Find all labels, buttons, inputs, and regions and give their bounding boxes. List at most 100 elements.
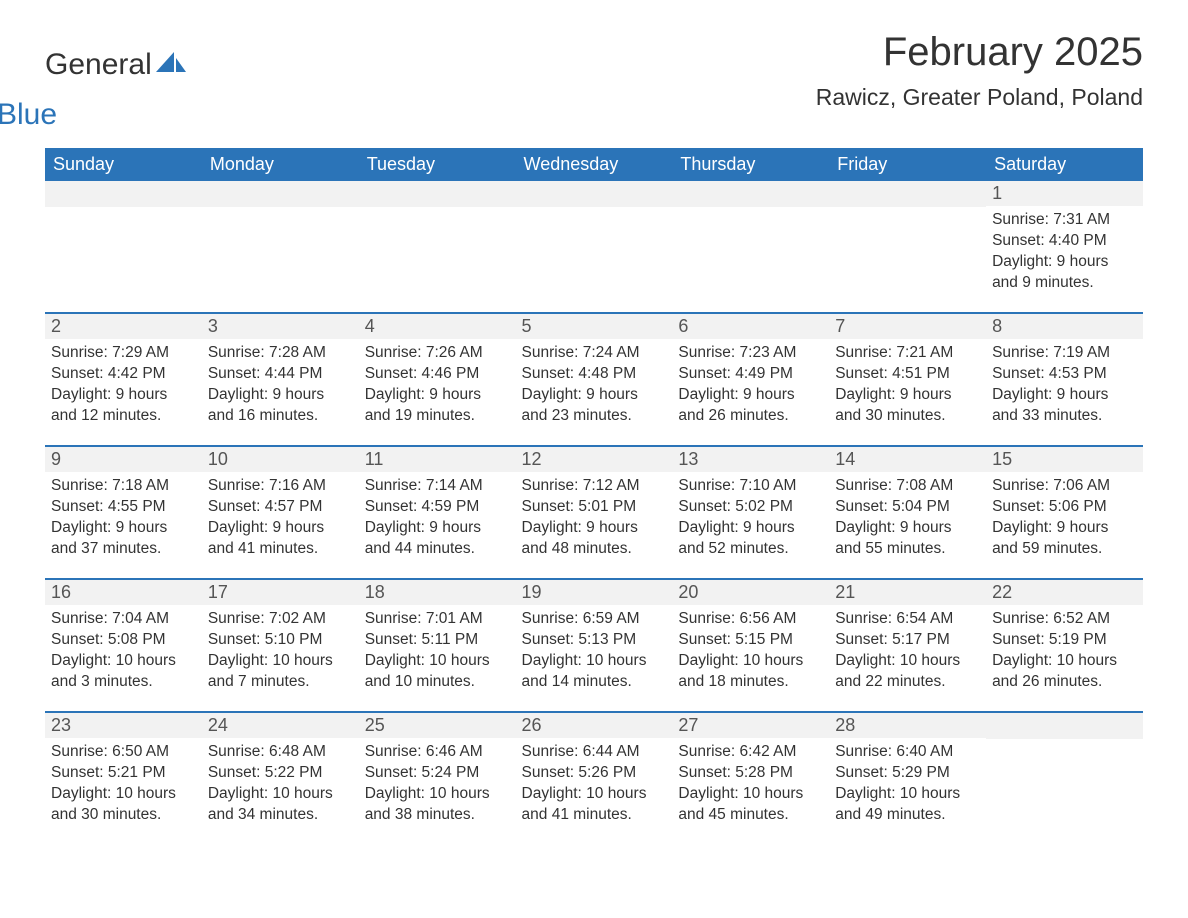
day-details: Sunrise: 6:46 AMSunset: 5:24 PMDaylight:… — [359, 738, 516, 834]
weekday-header: Wednesday — [516, 148, 673, 181]
calendar-week: 1Sunrise: 7:31 AMSunset: 4:40 PMDaylight… — [45, 181, 1143, 313]
sunset-line: Sunset: 5:22 PM — [208, 763, 353, 784]
calendar-week: 2Sunrise: 7:29 AMSunset: 4:42 PMDaylight… — [45, 314, 1143, 446]
day-number: 4 — [359, 314, 516, 339]
daylight-line: Daylight: 9 hours and 33 minutes. — [992, 385, 1137, 427]
day-number: 28 — [829, 713, 986, 738]
daylight-line: Daylight: 10 hours and 41 minutes. — [522, 784, 667, 826]
day-details: Sunrise: 7:26 AMSunset: 4:46 PMDaylight:… — [359, 339, 516, 435]
day-number: 2 — [45, 314, 202, 339]
sunrise-line: Sunrise: 6:48 AM — [208, 742, 353, 763]
sunrise-line: Sunrise: 7:31 AM — [992, 210, 1137, 231]
day-number: 25 — [359, 713, 516, 738]
day-details: Sunrise: 6:54 AMSunset: 5:17 PMDaylight:… — [829, 605, 986, 701]
calendar-day: 6Sunrise: 7:23 AMSunset: 4:49 PMDaylight… — [672, 314, 829, 446]
calendar-day-empty — [516, 181, 673, 313]
day-details: Sunrise: 6:59 AMSunset: 5:13 PMDaylight:… — [516, 605, 673, 701]
daylight-line: Daylight: 9 hours and 55 minutes. — [835, 518, 980, 560]
calendar-day: 19Sunrise: 6:59 AMSunset: 5:13 PMDayligh… — [516, 580, 673, 712]
daylight-line: Daylight: 10 hours and 45 minutes. — [678, 784, 823, 826]
day-number: 27 — [672, 713, 829, 738]
sunset-line: Sunset: 4:51 PM — [835, 364, 980, 385]
month-title: February 2025 — [816, 30, 1143, 74]
sunset-line: Sunset: 5:02 PM — [678, 497, 823, 518]
sunrise-line: Sunrise: 6:59 AM — [522, 609, 667, 630]
day-number: 12 — [516, 447, 673, 472]
day-details: Sunrise: 7:08 AMSunset: 5:04 PMDaylight:… — [829, 472, 986, 568]
day-number — [672, 181, 829, 207]
daylight-line: Daylight: 9 hours and 37 minutes. — [51, 518, 196, 560]
sunrise-line: Sunrise: 7:10 AM — [678, 476, 823, 497]
daylight-line: Daylight: 9 hours and 19 minutes. — [365, 385, 510, 427]
sunset-line: Sunset: 5:11 PM — [365, 630, 510, 651]
daylight-line: Daylight: 10 hours and 30 minutes. — [51, 784, 196, 826]
sunrise-line: Sunrise: 7:24 AM — [522, 343, 667, 364]
calendar-body: 1Sunrise: 7:31 AMSunset: 4:40 PMDaylight… — [45, 181, 1143, 845]
sunrise-line: Sunrise: 7:23 AM — [678, 343, 823, 364]
sunrise-line: Sunrise: 7:01 AM — [365, 609, 510, 630]
day-number: 20 — [672, 580, 829, 605]
calendar-day: 17Sunrise: 7:02 AMSunset: 5:10 PMDayligh… — [202, 580, 359, 712]
day-details: Sunrise: 7:12 AMSunset: 5:01 PMDaylight:… — [516, 472, 673, 568]
day-number — [359, 181, 516, 207]
daylight-line: Daylight: 9 hours and 9 minutes. — [992, 252, 1137, 294]
day-details: Sunrise: 7:02 AMSunset: 5:10 PMDaylight:… — [202, 605, 359, 701]
day-number: 8 — [986, 314, 1143, 339]
sunrise-line: Sunrise: 7:28 AM — [208, 343, 353, 364]
sunrise-line: Sunrise: 7:18 AM — [51, 476, 196, 497]
sunrise-line: Sunrise: 7:26 AM — [365, 343, 510, 364]
calendar-day: 20Sunrise: 6:56 AMSunset: 5:15 PMDayligh… — [672, 580, 829, 712]
sunrise-line: Sunrise: 6:52 AM — [992, 609, 1137, 630]
calendar-day: 25Sunrise: 6:46 AMSunset: 5:24 PMDayligh… — [359, 713, 516, 845]
sunrise-line: Sunrise: 7:14 AM — [365, 476, 510, 497]
sunset-line: Sunset: 5:15 PM — [678, 630, 823, 651]
day-details: Sunrise: 7:23 AMSunset: 4:49 PMDaylight:… — [672, 339, 829, 435]
daylight-line: Daylight: 10 hours and 22 minutes. — [835, 651, 980, 693]
sunrise-line: Sunrise: 6:42 AM — [678, 742, 823, 763]
sunset-line: Sunset: 5:24 PM — [365, 763, 510, 784]
calendar-day: 14Sunrise: 7:08 AMSunset: 5:04 PMDayligh… — [829, 447, 986, 579]
day-details: Sunrise: 7:21 AMSunset: 4:51 PMDaylight:… — [829, 339, 986, 435]
sunrise-line: Sunrise: 6:56 AM — [678, 609, 823, 630]
daylight-line: Daylight: 9 hours and 44 minutes. — [365, 518, 510, 560]
sunset-line: Sunset: 4:49 PM — [678, 364, 823, 385]
day-details: Sunrise: 6:48 AMSunset: 5:22 PMDaylight:… — [202, 738, 359, 834]
sunrise-line: Sunrise: 6:46 AM — [365, 742, 510, 763]
daylight-line: Daylight: 10 hours and 26 minutes. — [992, 651, 1137, 693]
daylight-line: Daylight: 10 hours and 38 minutes. — [365, 784, 510, 826]
calendar-day: 23Sunrise: 6:50 AMSunset: 5:21 PMDayligh… — [45, 713, 202, 845]
daylight-line: Daylight: 9 hours and 41 minutes. — [208, 518, 353, 560]
location-subtitle: Rawicz, Greater Poland, Poland — [816, 84, 1143, 111]
day-number: 14 — [829, 447, 986, 472]
weekday-header: Monday — [202, 148, 359, 181]
daylight-line: Daylight: 10 hours and 49 minutes. — [835, 784, 980, 826]
daylight-line: Daylight: 9 hours and 12 minutes. — [51, 385, 196, 427]
daylight-line: Daylight: 10 hours and 14 minutes. — [522, 651, 667, 693]
day-number: 18 — [359, 580, 516, 605]
brand-word2: Blue — [0, 100, 57, 130]
brand-logo: General Blue — [45, 30, 188, 130]
sunrise-line: Sunrise: 7:06 AM — [992, 476, 1137, 497]
sunset-line: Sunset: 4:40 PM — [992, 231, 1137, 252]
weekday-row: SundayMondayTuesdayWednesdayThursdayFrid… — [45, 148, 1143, 181]
weekday-header: Saturday — [986, 148, 1143, 181]
daylight-line: Daylight: 10 hours and 34 minutes. — [208, 784, 353, 826]
sunset-line: Sunset: 4:46 PM — [365, 364, 510, 385]
day-details: Sunrise: 7:01 AMSunset: 5:11 PMDaylight:… — [359, 605, 516, 701]
sunrise-line: Sunrise: 7:16 AM — [208, 476, 353, 497]
sunset-line: Sunset: 5:26 PM — [522, 763, 667, 784]
sunset-line: Sunset: 5:01 PM — [522, 497, 667, 518]
day-details: Sunrise: 7:28 AMSunset: 4:44 PMDaylight:… — [202, 339, 359, 435]
daylight-line: Daylight: 9 hours and 30 minutes. — [835, 385, 980, 427]
sunset-line: Sunset: 4:44 PM — [208, 364, 353, 385]
calendar-day: 24Sunrise: 6:48 AMSunset: 5:22 PMDayligh… — [202, 713, 359, 845]
sunset-line: Sunset: 5:19 PM — [992, 630, 1137, 651]
day-number: 22 — [986, 580, 1143, 605]
day-number: 7 — [829, 314, 986, 339]
calendar-day-empty — [202, 181, 359, 313]
calendar-day: 7Sunrise: 7:21 AMSunset: 4:51 PMDaylight… — [829, 314, 986, 446]
day-details: Sunrise: 7:18 AMSunset: 4:55 PMDaylight:… — [45, 472, 202, 568]
calendar-day: 3Sunrise: 7:28 AMSunset: 4:44 PMDaylight… — [202, 314, 359, 446]
day-details: Sunrise: 7:29 AMSunset: 4:42 PMDaylight:… — [45, 339, 202, 435]
daylight-line: Daylight: 10 hours and 3 minutes. — [51, 651, 196, 693]
